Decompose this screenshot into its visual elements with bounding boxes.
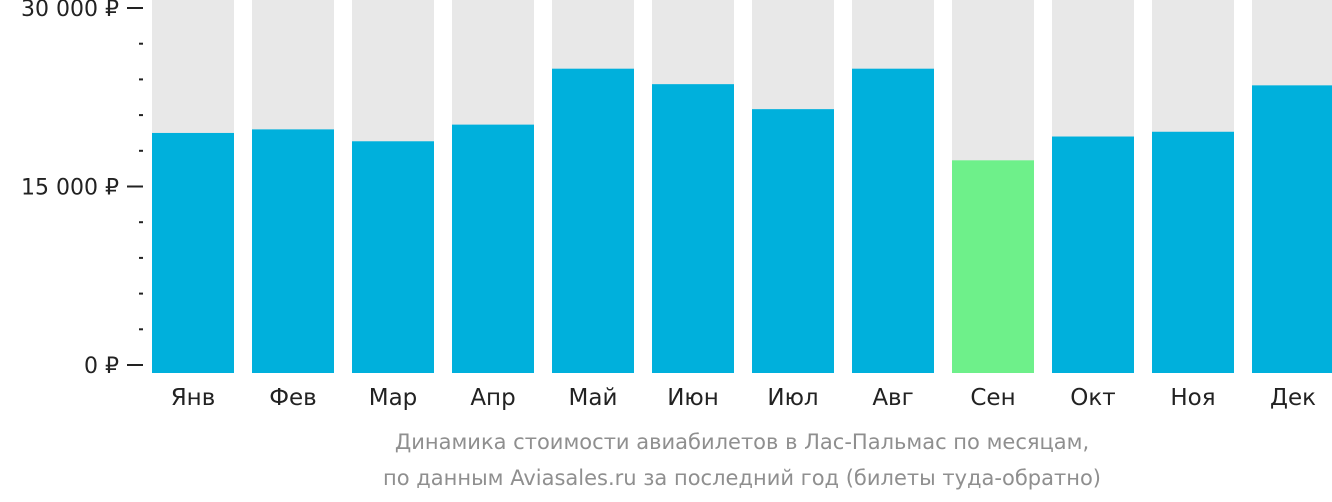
x-tick-label-month-3: Мар	[369, 385, 418, 411]
bar-month-6[interactable]	[652, 84, 734, 373]
x-tick-label-month-12: Дек	[1270, 385, 1316, 411]
bar-month-2[interactable]	[252, 129, 334, 373]
bar-month-1[interactable]	[152, 132, 234, 373]
x-tick-label-month-4: Апр	[470, 385, 515, 411]
x-tick-label-month-11: Ноя	[1170, 385, 1215, 411]
x-tick-label-month-7: Июл	[767, 385, 818, 411]
chart-caption-line-2: по данным Aviasales.ru за последний год …	[383, 466, 1101, 490]
x-tick-label-month-9: Сен	[970, 385, 1015, 411]
x-tick-label-month-1: Янв	[171, 385, 216, 411]
bar-month-3[interactable]	[352, 141, 434, 373]
y-tick-label: 15 000 ₽	[21, 176, 119, 201]
x-tick-label-month-6: Июн	[667, 385, 719, 411]
bar-month-12[interactable]	[1252, 85, 1332, 373]
bar-month-7[interactable]	[752, 109, 834, 374]
x-tick-label-month-5: Май	[569, 385, 618, 411]
bar-cheapest-month-9[interactable]	[952, 160, 1034, 373]
bar-month-11[interactable]	[1152, 131, 1234, 373]
x-tick-label-month-2: Фев	[269, 385, 317, 411]
bar-month-5[interactable]	[552, 68, 634, 373]
bar-month-10[interactable]	[1052, 136, 1134, 373]
bar-month-4[interactable]	[452, 124, 534, 374]
y-tick-label: 0 ₽	[84, 354, 119, 379]
x-tick-label-month-10: Окт	[1070, 385, 1115, 411]
x-tick-label-month-8: Авг	[872, 385, 913, 411]
x-axis: Янв Фев Мар Апр Май Июн Июл Авг Сен Окт Ноя Дек	[171, 385, 1316, 411]
y-tick-label: 30 000 ₽	[21, 0, 119, 22]
bar-month-8[interactable]	[852, 68, 934, 373]
chart-caption-line-1: Динамика стоимости авиабилетов в Лас-Пал…	[394, 430, 1090, 454]
y-axis: 0 ₽ 15 000 ₽ 30 000 ₽	[21, 0, 143, 379]
bars	[152, 68, 1332, 374]
